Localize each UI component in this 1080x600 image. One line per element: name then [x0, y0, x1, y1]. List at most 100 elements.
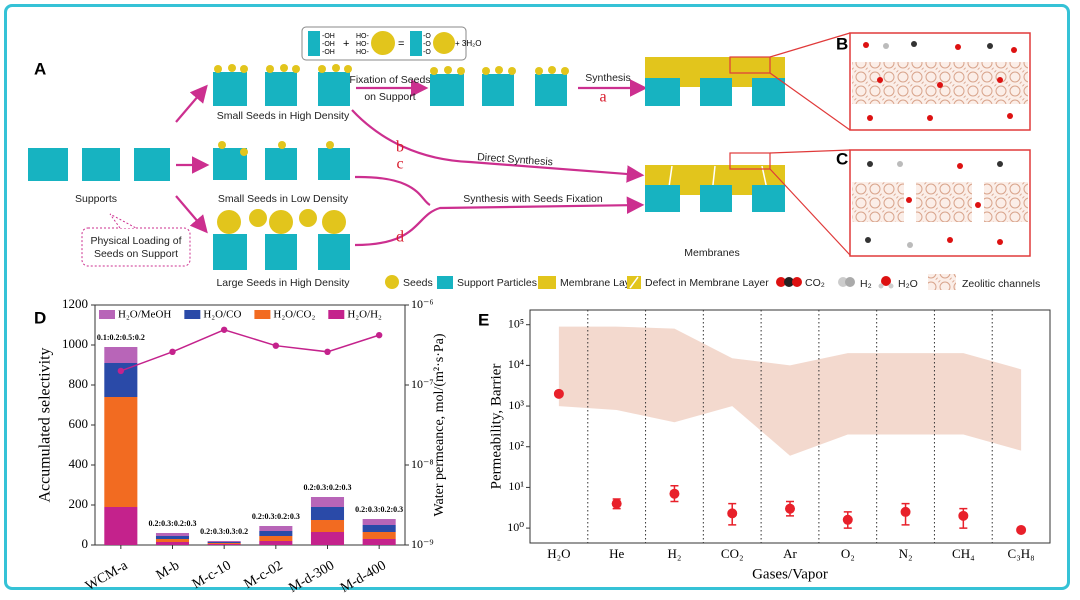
bar-segment — [104, 347, 138, 363]
ratio-label: 0.2:0.3:0.2:0.3 — [252, 512, 300, 521]
arrow — [354, 175, 431, 206]
bar-segment — [362, 532, 396, 539]
equation-term: + 3H₂O — [455, 39, 481, 48]
ratio-label: 0.1:0.2:0.5:0.2 — [97, 333, 145, 342]
x-tick-label: Ar — [783, 546, 797, 561]
arrow — [175, 195, 208, 234]
bar-segment — [104, 397, 138, 507]
legend-label: H₂ — [860, 278, 872, 290]
y-tick-label: 10⁴ — [508, 357, 524, 371]
point — [900, 506, 911, 517]
legend-label: Support Particles — [457, 277, 537, 289]
x-axis-title: Gases/Vapor — [752, 566, 828, 582]
equation-term: -OH — [322, 49, 335, 56]
panel-label: B — [836, 34, 848, 53]
plot-frame — [529, 309, 1051, 544]
y2-tick-label: 10⁻⁹ — [411, 537, 434, 551]
panel-label: C — [836, 149, 848, 168]
ratio-label: 0.2:0.3:0.2:0.3 — [304, 483, 352, 492]
label: Direct Synthesis — [477, 151, 554, 168]
support — [82, 148, 120, 181]
bar-segment — [155, 533, 190, 536]
bar-segment — [207, 543, 241, 544]
x-tick-label: C₃H₈ — [1008, 546, 1035, 561]
callout-tail — [109, 213, 137, 229]
x-tick-label: H₂O — [547, 546, 570, 561]
y-tick-label: 10⁰ — [507, 520, 524, 534]
fixed-seeds — [430, 66, 569, 106]
x-tick-label: CH₄ — [952, 546, 975, 561]
bar-segment — [310, 520, 345, 532]
point — [785, 503, 795, 514]
bar-segment — [104, 507, 138, 545]
y-tick-label: 400 — [69, 456, 89, 471]
support — [28, 148, 68, 181]
point — [842, 514, 853, 525]
route-label: c — [396, 156, 403, 173]
frame — [4, 4, 1070, 590]
x-tick-label: N₂ — [899, 546, 913, 561]
x-tick-label: WCM-a — [83, 558, 131, 594]
x-tick-label: O₂ — [841, 546, 855, 561]
seeded-supports — [213, 209, 350, 270]
label: Small Seeds in High Density — [217, 110, 350, 122]
callout-text: Seeds on Support — [94, 248, 178, 260]
label: Synthesis — [585, 72, 631, 84]
bar-segment — [310, 532, 345, 545]
route-label: b — [396, 139, 404, 156]
y2-tick-label: 10⁻⁸ — [411, 457, 434, 471]
equation-op: + — [343, 38, 349, 50]
equation-term: -OH — [322, 33, 335, 40]
legend-swatch — [184, 310, 201, 319]
point — [553, 388, 564, 399]
equation-term: -OH — [322, 41, 335, 48]
y-tick-label: 10⁵ — [508, 316, 524, 330]
equation-term: -O — [423, 49, 431, 56]
chart-d: D 0 200 400 600 800 1000 1200 10⁻⁹ 10⁻⁸ 10⁻⁷ 10⁻⁶ Ac… — [34, 296, 447, 596]
legend-label: Membrane Layer — [560, 277, 640, 289]
legend-label: H₂O/H₂ — [347, 309, 382, 321]
bar-segment — [155, 539, 190, 542]
bar-segment — [155, 536, 190, 539]
legend-label: H₂O/CO₂ — [273, 309, 315, 321]
equation-term: -O — [423, 41, 431, 48]
point — [958, 510, 969, 521]
label: Large Seeds in High Density — [216, 277, 350, 289]
line — [120, 328, 380, 372]
label: Small Seeds in Low Density — [218, 193, 349, 205]
y2-tick-label: 10⁻⁷ — [411, 377, 434, 391]
x-tick-label: M-b — [154, 558, 182, 583]
equation-term: HO- — [356, 33, 370, 40]
point — [727, 508, 738, 519]
arrow — [175, 84, 208, 123]
point — [611, 498, 622, 509]
x-tick-label: He — [609, 546, 624, 561]
point — [1016, 524, 1027, 535]
arrow — [354, 196, 645, 247]
line-point — [324, 348, 331, 356]
legend-label: Seeds — [403, 277, 433, 289]
bar-segment — [207, 544, 241, 545]
bar-segment — [259, 541, 293, 545]
route-label: a — [599, 89, 606, 106]
y2-tick-label: 10⁻⁶ — [411, 297, 434, 311]
line-point — [169, 348, 176, 356]
ratio-label: 0.2:0.3:0.2:0.3 — [355, 505, 403, 514]
y-tick-label: 10³ — [508, 398, 524, 412]
diagram: A Supports Small Seeds in High Density S… — [28, 26, 1040, 290]
legend-swatch — [99, 310, 115, 319]
bar-segment — [310, 497, 345, 507]
bar-segment — [155, 542, 190, 545]
bar-segment — [259, 531, 293, 536]
arrow — [351, 109, 645, 183]
route-label: d — [396, 229, 404, 246]
bar-segment — [259, 526, 293, 531]
y-tick-label: 1200 — [62, 296, 88, 311]
x-tick-label: CO₂ — [721, 546, 744, 561]
line-point — [375, 331, 383, 339]
x-tick-label: M-d-400 — [338, 558, 389, 596]
panel-label: A — [34, 59, 46, 78]
panel-label: D — [34, 308, 46, 327]
